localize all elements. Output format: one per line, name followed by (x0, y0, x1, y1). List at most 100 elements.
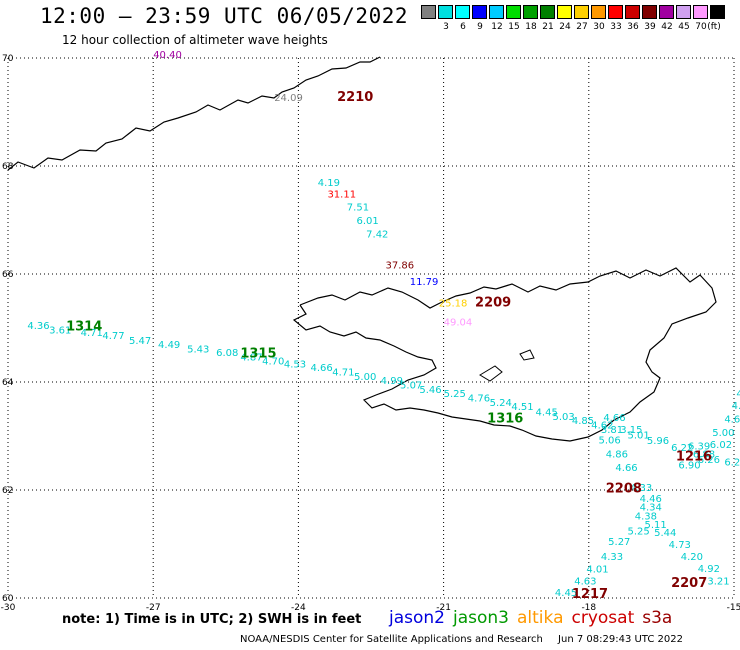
coastline (7, 56, 717, 442)
wave-height-value: 6.88 (693, 450, 715, 461)
wave-height-value: 4.20 (681, 552, 703, 563)
y-tick-label: 66 (2, 270, 14, 280)
wave-height-value: 4.71 (332, 368, 354, 379)
scale-tick-label: 30 (593, 22, 605, 32)
wave-height-value: 4.87 (240, 352, 262, 363)
scale-tick-label: 9 (477, 22, 483, 32)
wave-height-value: 4.77 (102, 331, 124, 342)
footer-note: note: 1) Time is in UTC; 2) SWH is in fe… (62, 612, 362, 627)
scale-swatch (676, 5, 691, 19)
wave-height-value: 4.99 (381, 376, 403, 387)
wave-height-value: 4.92 (698, 564, 720, 575)
wave-height-value: 4.01 (586, 565, 608, 576)
pass-time-label: 2210 (337, 90, 373, 105)
scale-swatch (625, 5, 640, 19)
wave-height-value: 7.42 (366, 229, 388, 240)
map-gridlines (7, 57, 735, 599)
wave-height-value: 6.08 (216, 348, 238, 359)
iceland-lake-2 (519, 349, 535, 361)
credit-text: NOAA/NESDIS Center for Satellite Applica… (240, 634, 543, 645)
x-tick-label: -27 (146, 603, 161, 613)
scale-swatch (642, 5, 657, 19)
scale-swatch (693, 5, 708, 19)
scale-tick-label: 39 (644, 22, 656, 32)
wave-height-value: 4.33 (601, 552, 623, 563)
scale-swatch (472, 5, 487, 19)
x-tick-label: -15 (727, 603, 740, 613)
wave-height-value: 5.44 (654, 528, 676, 539)
scale-tick-label: 33 (610, 22, 622, 32)
scale-tick-label: 3 (443, 22, 449, 32)
wave-height-value: 3.61 (49, 325, 71, 336)
wave-height-value: 5.03 (553, 412, 575, 423)
timestamp-text: Jun 7 08:29:43 UTC 2022 (558, 634, 683, 645)
wave-height-value: 4.66 (603, 413, 625, 424)
wave-height-value: 4.63 (574, 577, 596, 588)
wave-height-value: 4.53 (284, 359, 306, 370)
wave-height-value: 4.46 (640, 494, 662, 505)
wave-height-value: 25.18 (439, 298, 468, 309)
pass-time-label: 2207 (671, 576, 707, 591)
wave-height-value: 3.15 (620, 425, 642, 436)
pass-time-label: 1217 (572, 587, 608, 602)
wave-height-value: 5.25 (628, 526, 650, 537)
scale-swatch (438, 5, 453, 19)
scale-tick-label: 21 (542, 22, 554, 32)
pass-time-label: 1216 (676, 449, 712, 464)
satellite-legend-item: jason3 (453, 608, 509, 628)
scale-tick-label: 36 (627, 22, 639, 32)
wave-height-value: 31.11 (327, 189, 356, 200)
wave-height-value: 4.66 (615, 463, 637, 474)
y-tick-label: 60 (2, 594, 14, 604)
wave-height-value: 4.33 (630, 483, 652, 494)
satellite-legend-item: jason2 (389, 608, 445, 628)
pass-time-label: 2208 (606, 482, 642, 497)
wave-height-value: 4.49 (158, 340, 180, 351)
map-tick-labels: -30 -27 -24 -21 -18 -15 60 62 64 66 68 70 (1, 54, 740, 613)
wave-height-value: 6.22 (671, 443, 693, 454)
scale-swatch (608, 5, 623, 19)
wave-height-value: 4.25 (736, 389, 740, 400)
wave-height-value: 4.86 (606, 450, 628, 461)
satellite-pass-ids: 2210 2209 1314 1315 1316 1216 2208 1217 2207 (66, 90, 712, 602)
scale-swatch (557, 5, 572, 19)
wave-height-value: 11.79 (410, 277, 439, 288)
scale-swatch (455, 5, 470, 19)
footer-credit: NOAA/NESDIS Center for Satellite Applica… (240, 634, 695, 645)
y-tick-label: 64 (2, 378, 14, 388)
wave-height-value: 4.70 (262, 357, 284, 368)
wave-height-value: 4.45 (555, 588, 577, 599)
wave-height-value: 37.86 (386, 261, 415, 272)
wave-height-value: 6.01 (356, 216, 378, 227)
wave-height-value: 4.85 (572, 416, 594, 427)
wave-height-value: 5.07 (400, 380, 422, 391)
wave-height-value: 49.04 (444, 317, 473, 328)
scale-tick-label: 27 (576, 22, 588, 32)
wave-height-value: 5.24 (490, 398, 512, 409)
wave-height-value: 3.21 (707, 577, 729, 588)
scale-tick-label: 18 (525, 22, 537, 32)
scale-tick-label: 42 (661, 22, 673, 32)
scale-tick-label: 45 (678, 22, 690, 32)
wave-height-value: 4.71 (81, 328, 103, 339)
satellite-legend: jason2 jason3 altika cryosat s3a (389, 608, 680, 628)
wave-height-value: 4.73 (669, 540, 691, 551)
scale-tick-label: 6 (460, 22, 466, 32)
x-tick-label: -18 (581, 603, 596, 613)
wave-height-value: 4.34 (640, 503, 662, 514)
wave-height-value: 6.02 (710, 440, 732, 451)
y-tick-label: 70 (2, 54, 14, 64)
satellite-legend-item: altika (517, 608, 564, 628)
wave-height-value: 5.25 (444, 389, 466, 400)
scale-tick-label: 24 (559, 22, 571, 32)
y-tick-label: 62 (2, 486, 13, 496)
wave-height-value: 5.06 (598, 436, 620, 447)
scale-tick-label: 15 (508, 22, 520, 32)
scale-swatch (659, 5, 674, 19)
scale-swatch (710, 5, 725, 19)
wave-height-value: 3.81 (601, 425, 623, 436)
scale-swatch (523, 5, 538, 19)
page-subtitle: 12 hour collection of altimeter wave hei… (62, 33, 328, 47)
